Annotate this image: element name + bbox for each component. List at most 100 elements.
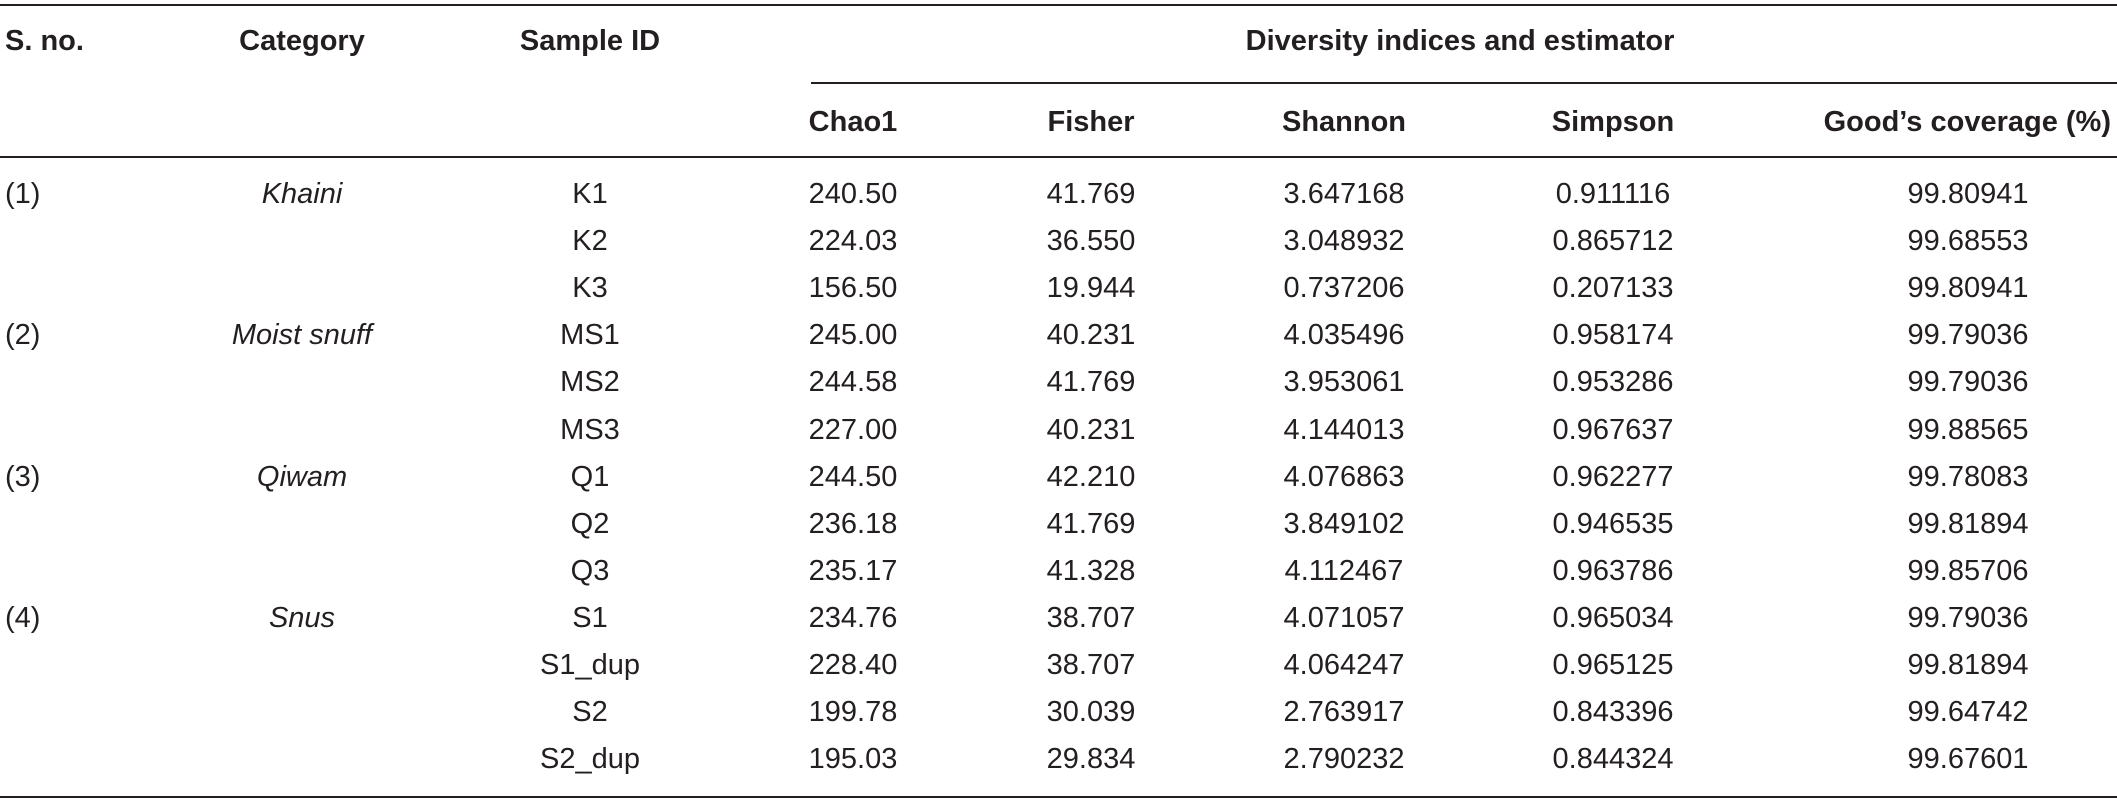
cell-fisher: 36.550 (1046, 225, 1136, 257)
cell-chao1: 195.03 (808, 743, 898, 775)
cell-simpson: 0.911116 (1555, 178, 1671, 210)
cell-sample-id: S2 (572, 696, 608, 728)
cell-simpson: 0.965034 (1552, 602, 1674, 634)
cell-sample-id: S1_dup (540, 649, 640, 681)
cell-shannon: 3.048932 (1283, 225, 1405, 257)
cell-sample-id: S1 (572, 602, 608, 634)
cell-shannon: 4.035496 (1283, 319, 1405, 351)
cell-fisher: 38.707 (1046, 649, 1136, 681)
group-sno: (4) (5, 602, 41, 634)
cell-simpson: 0.865712 (1552, 225, 1674, 257)
cell-fisher: 41.769 (1046, 508, 1136, 540)
cell-goods-coverage: 99.67601 (1907, 743, 2029, 775)
cell-chao1: 234.76 (808, 602, 898, 634)
cell-goods-coverage: 99.68553 (1907, 225, 2029, 257)
header-fisher: Fisher (1047, 106, 1135, 138)
group-sno: (2) (5, 319, 41, 351)
group-sno: (3) (5, 461, 41, 493)
cell-simpson: 0.965125 (1552, 649, 1674, 681)
cell-simpson: 0.844324 (1552, 743, 1674, 775)
cell-fisher: 30.039 (1046, 696, 1136, 728)
cell-goods-coverage: 99.64742 (1907, 696, 2029, 728)
cell-goods-coverage: 99.80941 (1907, 178, 2029, 210)
cell-goods-coverage: 99.79036 (1907, 319, 2029, 351)
cell-simpson: 0.843396 (1552, 696, 1674, 728)
cell-sample-id: MS1 (560, 319, 620, 351)
cell-fisher: 19.944 (1046, 272, 1136, 304)
cell-simpson: 0.958174 (1552, 319, 1674, 351)
cell-simpson: 0.967637 (1552, 414, 1674, 446)
cell-shannon: 4.064247 (1283, 649, 1405, 681)
header-shannon: Shannon (1281, 106, 1407, 138)
cell-goods-coverage: 99.80941 (1907, 272, 2029, 304)
cell-shannon: 4.144013 (1283, 414, 1405, 446)
group-sno: (1) (5, 178, 41, 210)
cell-fisher: 41.769 (1046, 178, 1136, 210)
header-simpson: Simpson (1551, 106, 1675, 138)
cell-shannon: 3.953061 (1283, 366, 1405, 398)
table-top-rule (0, 4, 2117, 6)
cell-fisher: 29.834 (1046, 743, 1136, 775)
header-diversity-group: Diversity indices and estimator (1245, 25, 1675, 57)
cell-chao1: 224.03 (808, 225, 898, 257)
cell-simpson: 0.953286 (1552, 366, 1674, 398)
cell-chao1: 245.00 (808, 319, 898, 351)
cell-goods-coverage: 99.88565 (1907, 414, 2029, 446)
cell-chao1: 228.40 (808, 649, 898, 681)
cell-shannon: 3.849102 (1283, 508, 1405, 540)
cell-sample-id: K1 (572, 178, 608, 210)
cell-goods-coverage: 99.81894 (1907, 649, 2029, 681)
group-header-rule (811, 82, 2117, 84)
header-sample-id: Sample ID (519, 25, 661, 57)
cell-chao1: 236.18 (808, 508, 898, 540)
cell-fisher: 38.707 (1046, 602, 1136, 634)
cell-sample-id: K2 (572, 225, 608, 257)
cell-chao1: 240.50 (808, 178, 898, 210)
cell-sample-id: S2_dup (540, 743, 640, 775)
cell-shannon: 0.737206 (1283, 272, 1405, 304)
cell-simpson: 0.962277 (1552, 461, 1674, 493)
cell-fisher: 42.210 (1046, 461, 1136, 493)
cell-fisher: 41.769 (1046, 366, 1136, 398)
cell-simpson: 0.963786 (1552, 555, 1674, 587)
cell-chao1: 156.50 (808, 272, 898, 304)
cell-goods-coverage: 99.85706 (1907, 555, 2029, 587)
group-category: Snus (268, 602, 336, 634)
header-bottom-rule (0, 156, 2117, 158)
cell-goods-coverage: 99.81894 (1907, 508, 2029, 540)
cell-shannon: 4.112467 (1284, 555, 1404, 587)
group-category: Khaini (261, 178, 343, 210)
cell-shannon: 2.790232 (1283, 743, 1405, 775)
cell-sample-id: Q3 (570, 555, 610, 587)
header-sno: S. no. (5, 25, 84, 57)
cell-shannon: 4.076863 (1283, 461, 1405, 493)
cell-shannon: 2.763917 (1283, 696, 1405, 728)
cell-sample-id: K3 (572, 272, 608, 304)
cell-fisher: 40.231 (1046, 319, 1136, 351)
cell-sample-id: MS3 (560, 414, 620, 446)
cell-goods-coverage: 99.79036 (1907, 366, 2029, 398)
cell-chao1: 199.78 (808, 696, 898, 728)
cell-goods-coverage: 99.79036 (1907, 602, 2029, 634)
cell-simpson: 0.207133 (1552, 272, 1674, 304)
cell-shannon: 4.071057 (1283, 602, 1405, 634)
cell-chao1: 244.50 (808, 461, 898, 493)
group-category: Qiwam (256, 461, 348, 493)
cell-fisher: 41.328 (1046, 555, 1136, 587)
header-chao1: Chao1 (808, 106, 898, 138)
cell-shannon: 3.647168 (1283, 178, 1405, 210)
cell-fisher: 40.231 (1046, 414, 1136, 446)
cell-goods-coverage: 99.78083 (1907, 461, 2029, 493)
header-category: Category (239, 25, 365, 57)
cell-simpson: 0.946535 (1552, 508, 1674, 540)
cell-sample-id: Q2 (570, 508, 610, 540)
cell-sample-id: Q1 (570, 461, 610, 493)
cell-chao1: 227.00 (808, 414, 898, 446)
cell-sample-id: MS2 (560, 366, 620, 398)
group-category: Moist snuff (231, 319, 373, 351)
header-goods-coverage: Good’s coverage (%) (1823, 106, 2111, 138)
cell-chao1: 235.17 (808, 555, 898, 587)
cell-chao1: 244.58 (808, 366, 898, 398)
table-bottom-rule (0, 796, 2117, 798)
